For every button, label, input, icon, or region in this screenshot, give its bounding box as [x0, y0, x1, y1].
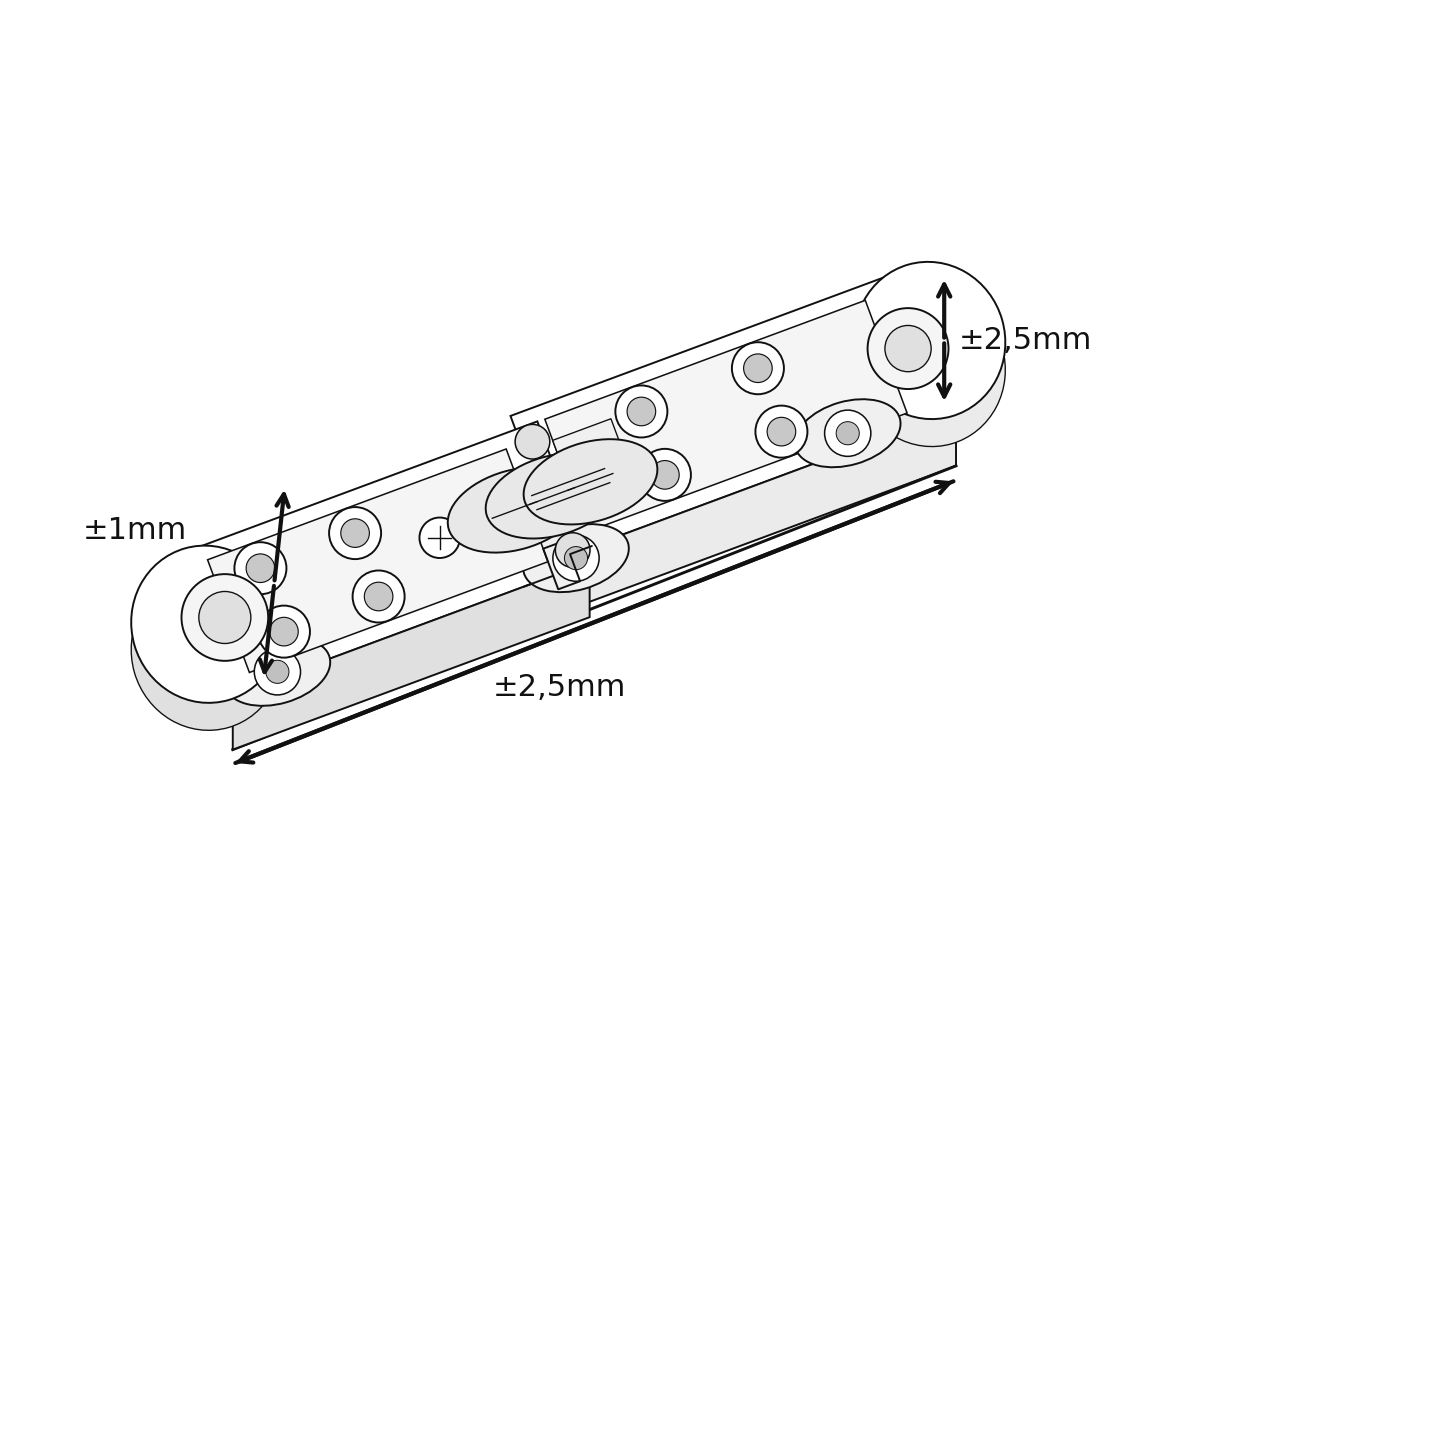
Circle shape — [867, 308, 948, 389]
Circle shape — [825, 410, 871, 457]
Ellipse shape — [448, 467, 581, 552]
Ellipse shape — [523, 439, 657, 525]
Polygon shape — [181, 422, 590, 695]
Circle shape — [341, 519, 370, 548]
Polygon shape — [510, 270, 957, 556]
Ellipse shape — [224, 637, 331, 705]
Circle shape — [767, 418, 796, 447]
Circle shape — [733, 342, 785, 394]
Circle shape — [364, 582, 393, 611]
Polygon shape — [545, 301, 907, 532]
Circle shape — [837, 422, 860, 445]
Ellipse shape — [523, 525, 629, 592]
Circle shape — [234, 542, 286, 594]
Circle shape — [419, 517, 460, 558]
Circle shape — [246, 553, 275, 582]
Circle shape — [566, 455, 595, 484]
Polygon shape — [208, 449, 548, 672]
Ellipse shape — [486, 454, 620, 539]
Circle shape — [182, 574, 269, 660]
Ellipse shape — [470, 513, 497, 529]
Circle shape — [884, 325, 931, 371]
Circle shape — [514, 425, 549, 460]
Text: ±2,5mm: ±2,5mm — [493, 673, 627, 702]
Circle shape — [565, 546, 588, 569]
Circle shape — [616, 386, 668, 438]
Circle shape — [555, 533, 590, 568]
Text: ±1mm: ±1mm — [82, 516, 186, 545]
Polygon shape — [552, 419, 637, 512]
Ellipse shape — [131, 546, 282, 702]
Circle shape — [270, 617, 298, 646]
Circle shape — [254, 649, 301, 695]
Circle shape — [650, 461, 679, 490]
Circle shape — [627, 397, 656, 426]
Circle shape — [199, 591, 251, 643]
Ellipse shape — [854, 262, 1006, 419]
Circle shape — [266, 660, 289, 683]
Circle shape — [744, 354, 772, 383]
Circle shape — [257, 605, 309, 657]
Ellipse shape — [854, 289, 1006, 447]
Ellipse shape — [795, 399, 900, 467]
Text: ±2,5mm: ±2,5mm — [958, 327, 1092, 355]
Circle shape — [353, 571, 405, 623]
Ellipse shape — [131, 574, 282, 730]
Circle shape — [585, 445, 620, 480]
Polygon shape — [562, 410, 957, 611]
Ellipse shape — [604, 449, 630, 464]
Circle shape — [756, 406, 808, 458]
Circle shape — [553, 535, 600, 581]
Circle shape — [329, 507, 381, 559]
Polygon shape — [233, 562, 590, 750]
Circle shape — [639, 449, 691, 501]
